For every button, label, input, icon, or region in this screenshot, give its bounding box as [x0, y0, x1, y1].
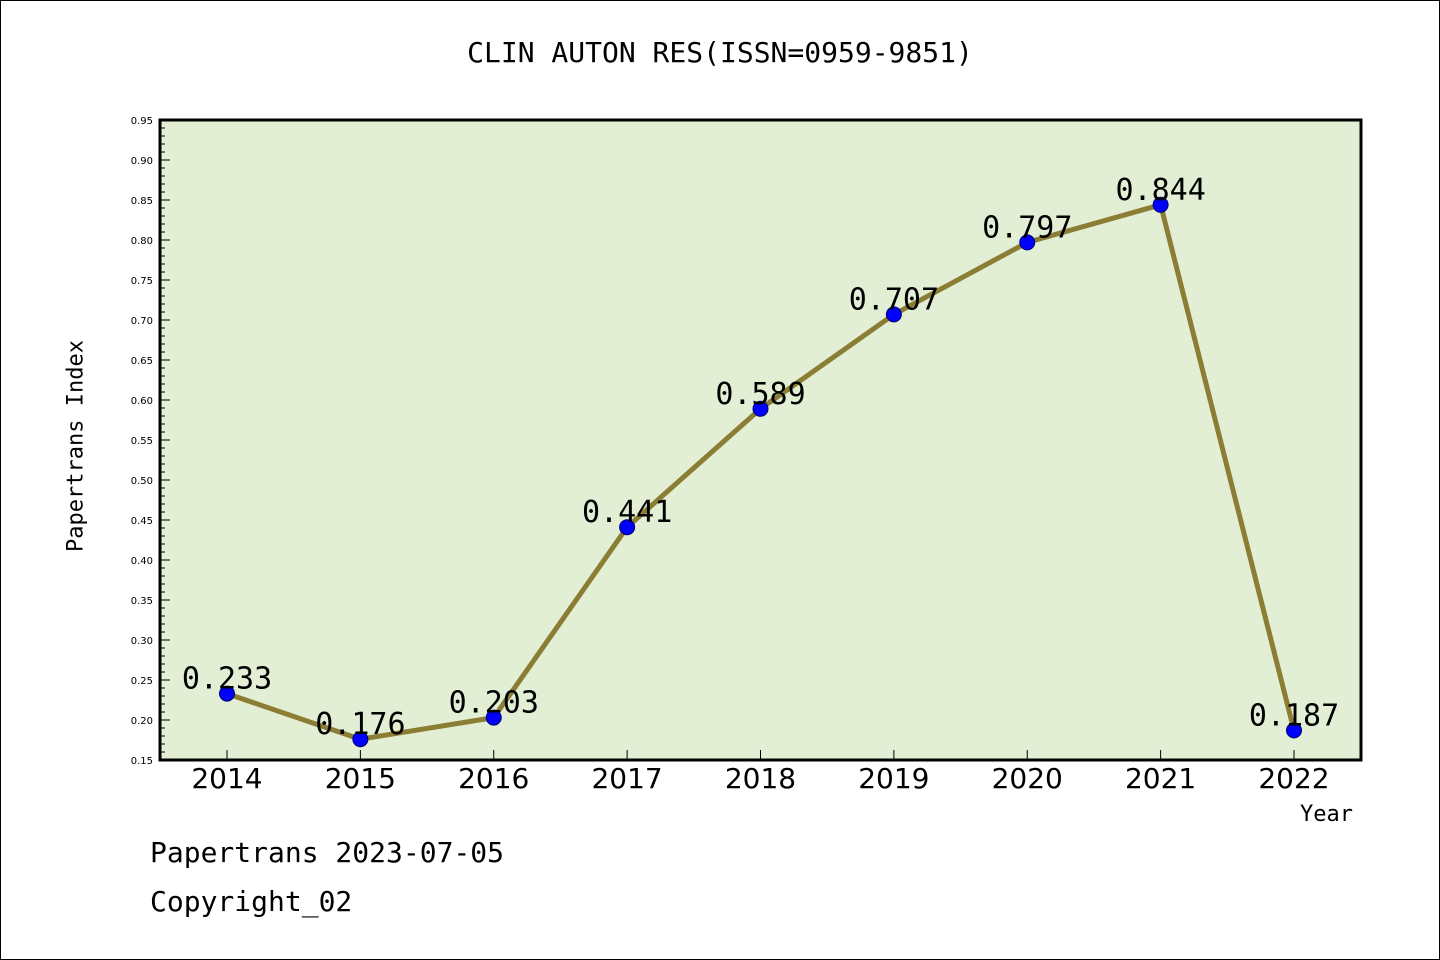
data-label: 0.797	[982, 210, 1072, 245]
y-tick-label: 0.15	[131, 756, 153, 767]
data-label: 0.187	[1249, 698, 1339, 733]
x-tick-label: 2014	[191, 762, 262, 795]
data-point	[1152, 196, 1169, 213]
y-tick-label: 0.95	[131, 116, 153, 127]
data-label: 0.203	[449, 686, 539, 721]
data-point	[485, 709, 502, 726]
y-tick-label: 0.80	[131, 236, 153, 247]
data-label: 0.233	[182, 662, 272, 697]
data-point	[219, 685, 235, 702]
data-label: 0.176	[315, 707, 405, 742]
y-tick-label: 0.45	[131, 516, 153, 527]
y-tick-label: 0.70	[131, 316, 153, 327]
x-tick-label: 2015	[325, 762, 396, 795]
x-tick-label: 2020	[992, 762, 1063, 795]
data-point	[1286, 722, 1302, 739]
footer-date: Papertrans 2023-07-05	[150, 836, 505, 869]
y-tick-label: 0.40	[131, 556, 153, 567]
x-tick-label: 2021	[1125, 762, 1196, 795]
y-tick-label: 0.65	[131, 356, 153, 367]
plot-area	[158, 118, 1363, 762]
y-tick-label: 0.35	[131, 596, 153, 607]
y-tick-label: 0.60	[131, 396, 153, 407]
x-tick-label: 2016	[458, 762, 529, 795]
x-tick-label: 2022	[1258, 762, 1329, 795]
data-point	[752, 400, 769, 417]
data-point	[885, 306, 902, 323]
footer-copyright: Copyright_02	[150, 885, 353, 918]
data-label: 0.589	[715, 377, 805, 412]
y-tick-label: 0.90	[131, 156, 153, 167]
y-tick-label: 0.75	[131, 276, 153, 287]
x-tick-label: 2018	[725, 762, 796, 795]
data-label: 0.441	[582, 495, 672, 530]
y-tick-label: 0.55	[131, 436, 153, 447]
y-tick-label: 0.30	[131, 636, 153, 647]
data-label: 0.707	[849, 282, 939, 317]
x-tick-label: 2019	[858, 762, 929, 795]
data-point	[1019, 234, 1036, 251]
y-tick-label: 0.20	[131, 716, 153, 727]
data-point	[352, 731, 369, 748]
data-label: 0.844	[1115, 173, 1205, 208]
data-point	[619, 519, 636, 536]
x-tick-label: 2017	[591, 762, 662, 795]
y-tick-label: 0.50	[131, 476, 153, 487]
x-axis-label: Year	[1300, 802, 1353, 827]
y-tick-label: 0.25	[131, 676, 153, 687]
chart-title: CLIN AUTON RES(ISSN=0959-9851)	[467, 36, 973, 69]
y-tick-label: 0.85	[131, 196, 153, 207]
